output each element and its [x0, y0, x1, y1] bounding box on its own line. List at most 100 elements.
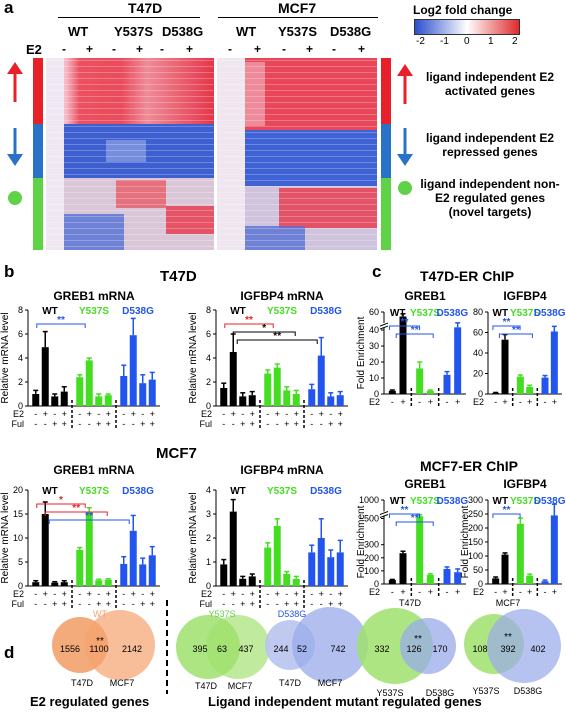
legend-label: Y537S	[79, 486, 109, 497]
condition-sign: +	[455, 587, 460, 597]
condition-sign: -	[122, 419, 125, 429]
bar	[76, 377, 84, 406]
bar	[526, 575, 534, 584]
venn-d538g-overlap: 52	[297, 644, 307, 654]
condition-sign: +	[328, 599, 333, 609]
sig-label: **	[245, 315, 253, 326]
sig-label: **	[411, 513, 419, 524]
bar	[239, 396, 247, 406]
venn-e2-title: WT	[93, 609, 107, 619]
heatmap-t47d	[46, 58, 214, 250]
sig-label: **	[57, 315, 65, 326]
e2-sign: +	[186, 42, 194, 56]
bar	[283, 390, 291, 406]
sig-bracket	[232, 331, 296, 336]
venn-d538g-right-label: MCF7	[318, 678, 343, 688]
condition-sign: +	[62, 599, 67, 609]
bar	[501, 554, 509, 584]
y-tick-label: 0	[18, 401, 23, 411]
y-tick-label: 80	[473, 307, 483, 317]
bar	[41, 347, 49, 406]
bar	[129, 335, 137, 406]
down-arrow-icon	[7, 128, 23, 166]
bar	[229, 511, 237, 586]
sig-bracket	[36, 323, 86, 328]
bar	[550, 515, 558, 584]
cluster-bar-right-red	[381, 58, 391, 124]
legend-label: Y537S	[410, 308, 440, 319]
y-tick-label: 20	[13, 485, 23, 495]
condition-sign: +	[52, 599, 57, 609]
y-tick-label: 40	[473, 348, 483, 358]
legend-label: D538G	[436, 496, 468, 507]
cluster-bar-left-blue	[33, 124, 43, 178]
condition-sign: +	[106, 409, 111, 419]
down-arrow-icon	[397, 128, 413, 166]
y-tick-label: 50	[473, 565, 483, 575]
bar	[104, 579, 112, 586]
legend-label: WT	[230, 486, 246, 497]
condition-sign: -	[494, 397, 497, 407]
bar	[229, 352, 237, 406]
bar	[426, 390, 434, 394]
condition-sign: +	[43, 589, 48, 599]
condition-sign: -	[53, 409, 56, 419]
condition-row-label: E2	[13, 589, 24, 599]
legend-label: WT	[42, 306, 58, 317]
scale-title: Log2 fold change	[413, 3, 513, 17]
condition-sign: -	[53, 589, 56, 599]
sig-label: **	[512, 325, 520, 336]
heatmap-e2-label: E2	[26, 42, 42, 57]
y-tick-label: 100	[468, 551, 483, 561]
y-tick-label: 6	[18, 329, 23, 339]
left-cluster-markers	[7, 62, 23, 205]
sig-bracket	[48, 519, 130, 524]
sig-label: **	[72, 503, 80, 514]
condition-sign: -	[310, 599, 313, 609]
condition-sign: +	[43, 409, 48, 419]
condition-sign: -	[88, 599, 91, 609]
sig-label: **	[411, 325, 419, 336]
bar	[443, 568, 451, 584]
e2-sign: +	[86, 42, 94, 56]
condition-sign: -	[232, 419, 235, 429]
e2-sign: -	[282, 42, 286, 56]
heatmap-t47d-wt: WT	[68, 24, 89, 39]
condition-sign: -	[241, 589, 244, 599]
bar	[220, 388, 228, 406]
y-tick-label: 4	[18, 353, 23, 363]
condition-sign: +	[284, 599, 289, 609]
condition-sign: +	[150, 599, 155, 609]
legend-label: Y537S	[410, 496, 440, 507]
sig-bracket	[44, 511, 108, 516]
cluster-bar-right-blue	[381, 124, 391, 178]
condition-sign: +	[150, 589, 155, 599]
scale-tick-label: 1	[488, 36, 494, 47]
condition-sign: -	[34, 409, 37, 419]
venn-d538g-only-right: 742	[330, 644, 345, 654]
chart-title: IGFBP4 mRNA	[240, 289, 324, 303]
bar	[273, 367, 281, 406]
venn-e2-only-right: 2142	[122, 644, 142, 654]
condition-sign: +	[338, 599, 343, 609]
condition-sign: -	[320, 599, 323, 609]
bar	[120, 376, 128, 406]
bar	[292, 578, 300, 586]
sig-bracket	[36, 503, 86, 508]
condition-sign: +	[338, 409, 343, 419]
condition-sign: -	[122, 589, 125, 599]
condition-sign: -	[519, 397, 522, 407]
y-tick-label: 4	[206, 353, 211, 363]
y-tick-label: 500	[364, 513, 379, 523]
heatmap-t47d-y537s: Y537S	[114, 24, 154, 39]
section-b-t47d: T47D	[160, 268, 197, 285]
condition-sign: -	[222, 599, 225, 609]
condition-sign: +	[231, 589, 236, 599]
bar	[148, 379, 156, 406]
bar	[239, 578, 247, 586]
legend-label: D538G	[122, 486, 154, 497]
up-arrow-icon	[7, 62, 23, 102]
panel-c-letter: c	[372, 262, 382, 281]
condition-sign: -	[329, 409, 332, 419]
condition-row-label: Ful	[11, 599, 24, 609]
